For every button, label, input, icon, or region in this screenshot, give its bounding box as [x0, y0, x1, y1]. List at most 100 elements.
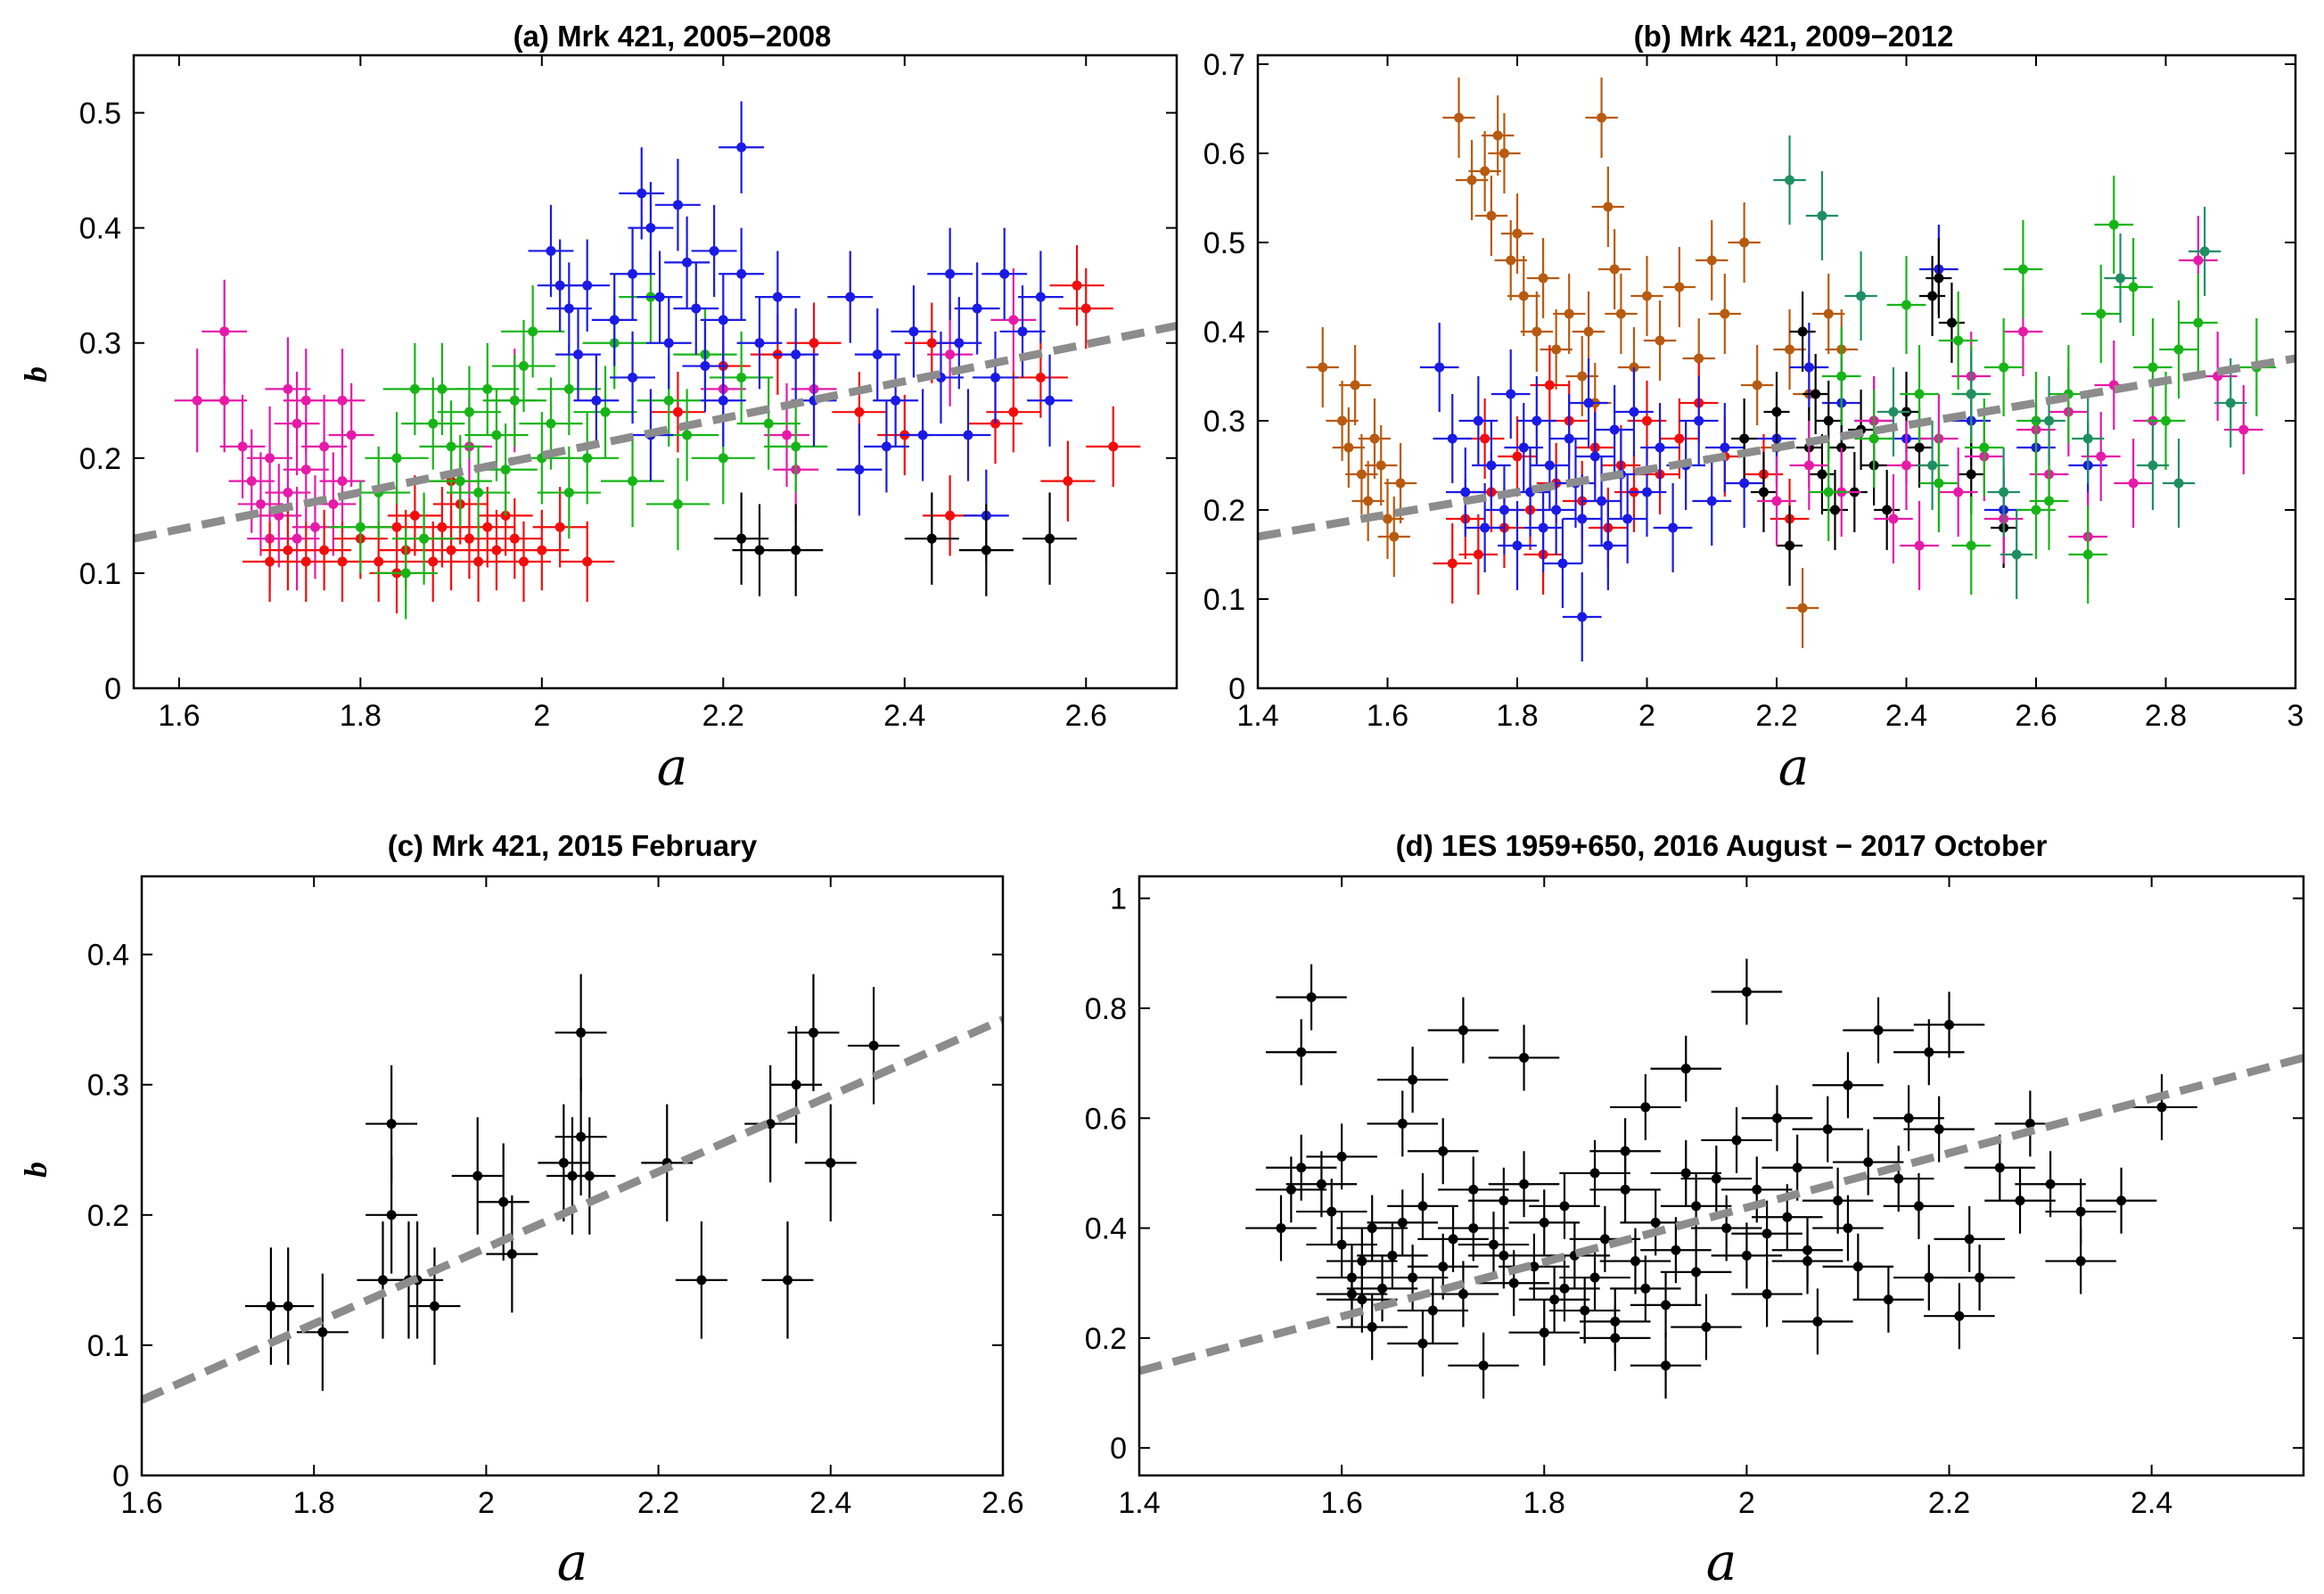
point-marker: [1785, 175, 1795, 185]
data-point: [1610, 1255, 1681, 1322]
data-point: [764, 400, 828, 493]
point-marker: [926, 533, 937, 544]
point-marker: [791, 441, 801, 452]
y-tick-label: 0.1: [87, 1329, 129, 1363]
data-point: [1419, 323, 1459, 412]
point-marker: [1539, 1217, 1549, 1228]
point-marker: [472, 1171, 483, 1181]
data-point: [1843, 997, 1914, 1064]
point-marker: [1803, 362, 1814, 373]
data-point: [1336, 1294, 1408, 1360]
point-marker: [2199, 246, 2210, 257]
point-marker: [1318, 362, 1328, 373]
point-marker: [1914, 389, 1925, 399]
series-blue: [528, 101, 1072, 562]
point-marker: [1811, 389, 1821, 399]
point-marker: [600, 407, 611, 417]
point-marker: [763, 418, 774, 429]
point-marker: [386, 1210, 397, 1220]
data-point: [537, 342, 601, 435]
point-marker: [482, 522, 493, 532]
x-tick-label: 2.4: [883, 699, 925, 733]
point-marker: [1966, 540, 1976, 551]
y-tick-label: 0: [112, 1459, 129, 1493]
point-marker: [409, 510, 420, 521]
point-marker: [1868, 433, 1879, 444]
data-point: [1900, 501, 1939, 590]
data-point: [1874, 470, 1901, 550]
point-marker: [1964, 1234, 1975, 1245]
point-marker: [455, 476, 465, 487]
point-marker: [1833, 1196, 1844, 1206]
data-point: [1771, 1228, 1844, 1294]
data-point: [761, 1221, 814, 1339]
data-point: [1812, 1052, 1884, 1119]
point-marker: [1343, 442, 1354, 453]
point-marker: [1532, 326, 1542, 337]
data-point: [1481, 95, 1515, 176]
point-marker: [691, 303, 702, 314]
data-point: [1498, 416, 1537, 497]
point-marker: [582, 556, 593, 567]
y-tick-label: 0.5: [1203, 226, 1245, 260]
data-point: [710, 331, 774, 424]
point-marker: [1674, 433, 1685, 444]
point-marker: [809, 338, 819, 349]
data-point: [1605, 274, 1638, 354]
point-marker: [1538, 273, 1548, 283]
point-marker: [2031, 505, 2041, 515]
data-point: [1433, 523, 1473, 604]
point-marker: [1771, 496, 1782, 506]
point-marker: [981, 545, 991, 555]
point-marker: [1478, 1360, 1489, 1371]
data-point: [1478, 1250, 1549, 1317]
point-marker: [1642, 291, 1652, 301]
point-marker: [446, 441, 456, 452]
data-point: [1442, 78, 1475, 158]
data-point: [1763, 372, 1790, 452]
data-point: [1805, 171, 1839, 260]
point-marker: [1999, 487, 2009, 497]
data-point: [1919, 256, 1946, 336]
data-point: [1721, 1156, 1793, 1223]
point-marker: [1691, 1267, 1702, 1278]
data-point: [2114, 238, 2153, 336]
point-marker: [1583, 398, 1594, 408]
point-marker: [255, 498, 266, 509]
point-marker: [1812, 1316, 1823, 1327]
point-marker: [1357, 1256, 1367, 1267]
y-tick-label: 0: [104, 672, 121, 706]
data-point: [1643, 300, 1677, 381]
point-marker: [1434, 362, 1445, 373]
data-point: [1367, 1189, 1439, 1256]
point-marker: [1661, 1300, 1671, 1311]
point-marker: [1408, 1074, 1418, 1085]
point-marker: [283, 383, 293, 394]
point-marker: [1454, 112, 1465, 123]
point-marker: [246, 476, 257, 487]
point-marker: [546, 418, 556, 429]
point-marker: [663, 395, 674, 406]
point-marker: [219, 326, 230, 337]
point-marker: [437, 383, 448, 394]
point-marker: [2156, 1102, 2167, 1113]
point-marker: [1427, 1305, 1438, 1316]
data-point: [591, 274, 637, 366]
point-marker: [1946, 317, 1957, 328]
point-marker: [1888, 514, 1899, 524]
data-point: [2179, 274, 2218, 372]
point-marker: [1072, 280, 1082, 291]
data-point: [1844, 251, 1877, 341]
point-marker: [628, 372, 638, 382]
point-marker: [854, 464, 865, 475]
point-marker: [1045, 533, 1055, 544]
data-point: [546, 262, 592, 355]
data-point: [675, 1221, 727, 1339]
point-marker: [2128, 282, 2139, 292]
point-marker: [1944, 1019, 1955, 1030]
data-point: [328, 382, 374, 488]
data-point: [391, 492, 456, 585]
point-marker: [1924, 1047, 1934, 1057]
point-marker: [428, 418, 439, 429]
data-point: [1792, 1096, 1863, 1163]
